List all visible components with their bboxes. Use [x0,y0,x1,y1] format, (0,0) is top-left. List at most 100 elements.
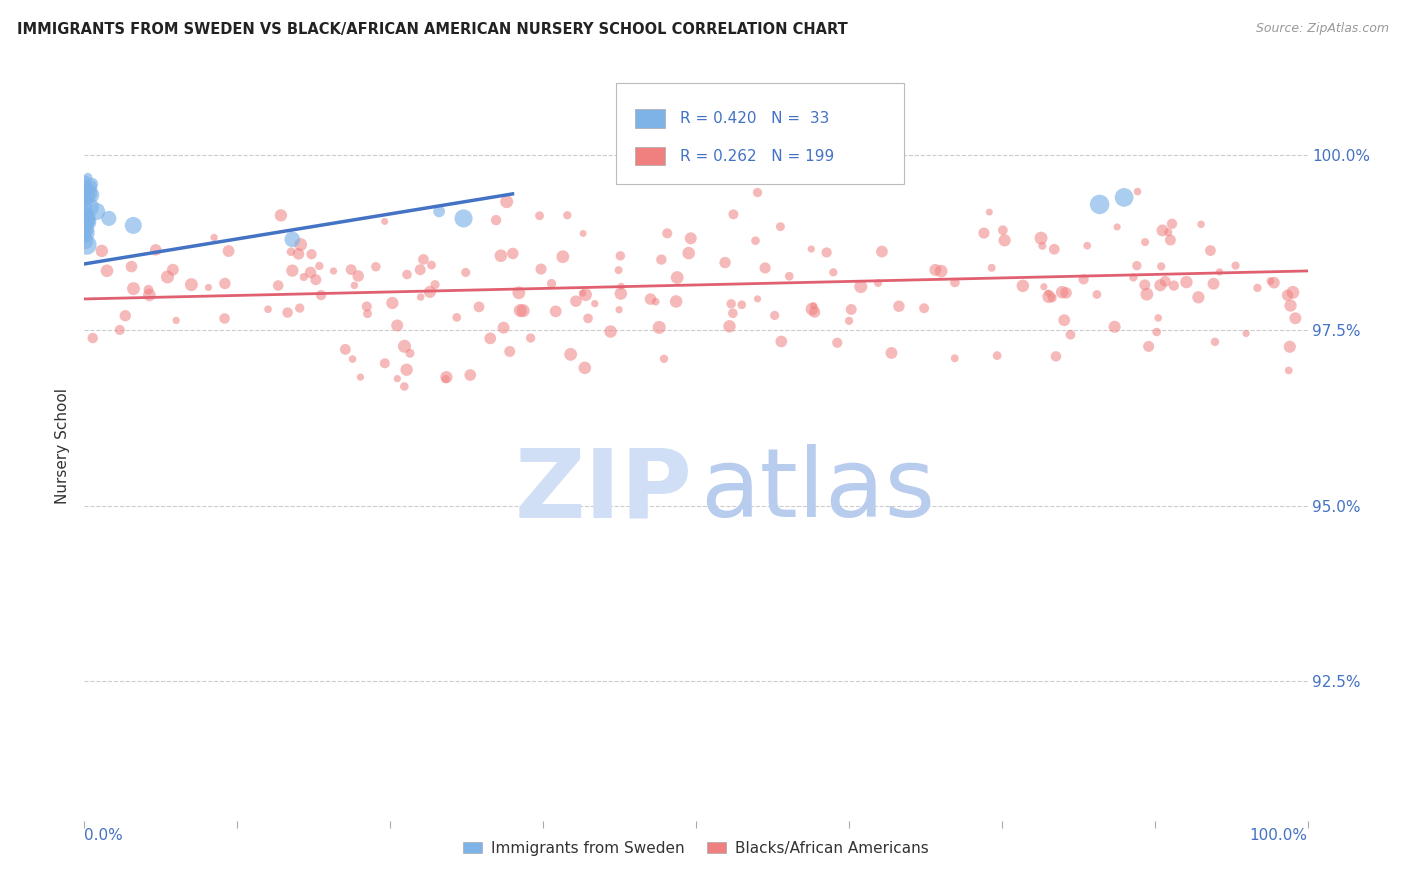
Point [943,276,966,290]
Point [986,349,1008,363]
Point [1050,285,1073,300]
Point [202,230,225,244]
FancyBboxPatch shape [636,109,665,128]
Point [678,246,700,260]
Point [1278,340,1301,354]
Point [1038,286,1060,301]
Point [1073,272,1095,286]
Point [485,213,508,227]
Point [815,245,838,260]
Point [335,343,357,357]
Point [803,305,825,319]
Point [1088,197,1111,211]
Point [342,352,364,367]
Point [1114,190,1136,204]
Point [1199,244,1222,258]
Point [800,242,823,256]
Point [1225,259,1247,273]
Point [973,226,995,240]
Point [666,270,689,285]
Point [544,304,567,318]
Point [76,237,98,252]
Point [287,247,309,261]
Point [1279,299,1302,313]
Point [1032,279,1054,293]
Point [747,292,769,306]
Point [803,299,825,313]
Point [980,260,1002,275]
Point [509,303,531,318]
Point [292,270,315,285]
Point [1011,278,1033,293]
Point [73,226,96,240]
Point [387,371,409,385]
Point [1054,285,1077,300]
Point [458,368,481,382]
Point [394,339,416,353]
Point [218,244,240,258]
Text: 100.0%: 100.0% [1250,828,1308,843]
Point [640,292,662,306]
Point [512,303,534,318]
Point [530,262,553,277]
Point [1076,238,1098,252]
Point [1282,285,1305,300]
Point [994,233,1017,247]
Point [453,211,475,226]
Point [1263,276,1285,290]
Point [1133,277,1156,292]
Point [838,314,860,328]
Point [419,285,441,299]
Point [1045,349,1067,363]
Point [571,286,593,301]
Point [1202,277,1225,291]
Point [257,302,280,317]
Point [489,249,512,263]
Point [73,194,96,208]
Text: IMMIGRANTS FROM SWEDEN VS BLACK/AFRICAN AMERICAN NURSERY SCHOOL CORRELATION CHAR: IMMIGRANTS FROM SWEDEN VS BLACK/AFRICAN … [17,22,848,37]
Point [1053,313,1076,327]
Point [121,260,143,274]
Point [1126,185,1149,199]
Point [80,187,103,202]
Point [165,313,187,327]
Point [912,301,935,316]
Point [77,200,100,214]
Point [652,351,675,366]
Point [156,269,179,284]
Point [290,237,312,252]
Point [409,290,432,304]
Point [436,370,458,384]
Point [650,252,672,267]
Point [1137,339,1160,353]
Point [308,259,330,273]
Point [583,296,606,310]
Point [508,285,530,300]
Point [731,298,754,312]
Text: atlas: atlas [700,444,935,538]
Point [108,323,131,337]
Point [1029,231,1052,245]
Point [1150,260,1173,274]
Point [1107,219,1129,234]
Point [145,243,167,257]
Point [340,262,363,277]
Point [1204,334,1226,349]
Point [434,372,457,386]
Point [77,180,100,194]
Point [1136,287,1159,301]
Point [1122,270,1144,285]
Point [870,244,893,259]
Point [679,231,702,245]
Point [309,288,332,302]
Point [96,264,118,278]
Point [1189,217,1212,231]
Point [1175,275,1198,289]
Point [364,260,387,274]
Point [502,246,524,260]
Point [73,222,96,236]
Point [76,214,98,228]
Point [347,268,370,283]
Point [1152,223,1174,237]
Point [540,277,562,291]
